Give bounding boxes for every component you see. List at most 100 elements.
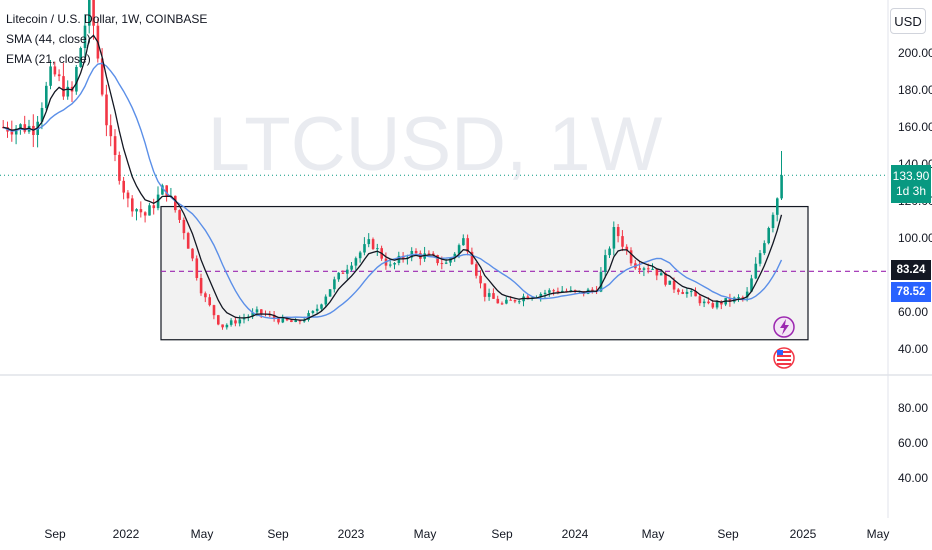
- candle-body: [126, 192, 130, 199]
- x-tick-label: 2023: [338, 527, 365, 541]
- candle-body: [492, 293, 495, 299]
- candle-body: [174, 195, 177, 211]
- candle-body: [251, 312, 254, 317]
- candle-body: [367, 239, 371, 245]
- watermark-symbol: LTCUSD, 1W: [208, 102, 663, 187]
- candle-body: [109, 125, 113, 137]
- candle-body: [629, 250, 633, 264]
- us-flag-stripe: [777, 363, 791, 365]
- candle-body: [143, 212, 147, 216]
- candle-body: [664, 273, 667, 285]
- legend-ema[interactable]: EMA (21, close): [6, 52, 91, 66]
- candle-body: [625, 246, 629, 251]
- candle-body: [414, 250, 418, 254]
- candle-body: [277, 318, 280, 323]
- candle-body: [272, 314, 276, 319]
- candle-body: [229, 320, 233, 325]
- candle-body: [186, 233, 190, 249]
- candle-body: [298, 320, 302, 322]
- candle-body: [389, 264, 392, 266]
- us-flag-stripe: [777, 351, 791, 353]
- lower-y-tick-label: 80.00: [898, 401, 928, 415]
- candle-body: [556, 291, 560, 293]
- candle-body: [436, 255, 439, 264]
- x-tick-label: May: [867, 527, 890, 541]
- candle-body: [83, 25, 87, 49]
- candle-body: [694, 291, 697, 297]
- x-tick-label: Sep: [491, 527, 513, 541]
- candle-body: [225, 324, 229, 328]
- candle-body: [741, 297, 745, 299]
- candle-body: [427, 253, 431, 255]
- candle-body: [255, 309, 259, 313]
- candle-body: [543, 292, 547, 294]
- candle-body: [346, 269, 349, 274]
- candle-body: [715, 301, 719, 308]
- x-tick-label: May: [414, 527, 437, 541]
- candle-body: [208, 297, 211, 306]
- candle-body: [750, 278, 753, 292]
- x-tick-label: 2025: [790, 527, 817, 541]
- candle-body: [315, 308, 319, 311]
- candle-body: [14, 128, 18, 135]
- candle-body: [139, 209, 143, 213]
- candle-body: [758, 253, 762, 264]
- candle-body: [518, 301, 521, 303]
- candle-body: [672, 280, 676, 290]
- candle-body: [505, 299, 508, 304]
- candle-body: [79, 48, 82, 67]
- candle-body: [604, 255, 607, 272]
- candle-body: [341, 272, 345, 274]
- candle-body: [677, 289, 680, 293]
- candle-body: [100, 58, 104, 95]
- candle-body: [290, 320, 293, 323]
- y-tick-label: 200.00: [898, 46, 932, 60]
- lower-y-tick-label: 60.00: [898, 436, 928, 450]
- candle-body: [745, 291, 749, 298]
- candle-body: [337, 272, 340, 280]
- chart-legend: Litecoin / U.S. Dollar, 1W, COINBASE SMA…: [6, 9, 207, 69]
- candle-body: [668, 280, 672, 285]
- candle-body: [40, 107, 44, 122]
- candle-body: [462, 238, 465, 246]
- candle-body: [113, 136, 117, 155]
- us-flag-stripe: [777, 359, 791, 361]
- candle-body: [754, 263, 758, 279]
- candle-body: [238, 319, 242, 324]
- candle-body: [698, 296, 702, 304]
- candle-body: [681, 292, 684, 294]
- candle-body: [548, 290, 551, 293]
- legend-sma[interactable]: SMA (44, close): [6, 32, 91, 46]
- candle-body: [552, 290, 555, 292]
- candle-body: [432, 253, 435, 256]
- candle-body: [509, 299, 512, 301]
- x-tick-label: Sep: [267, 527, 289, 541]
- candle-body: [354, 258, 358, 266]
- candle-body: [376, 248, 379, 250]
- candle-body: [776, 198, 779, 215]
- candle-body: [453, 253, 457, 259]
- x-tick-label: 2024: [562, 527, 589, 541]
- candle-body: [53, 66, 57, 75]
- candle-body: [165, 185, 168, 197]
- candle-body: [393, 262, 396, 265]
- candle-body: [311, 310, 315, 314]
- candle-body: [122, 180, 125, 193]
- candle-body: [780, 175, 783, 199]
- candle-body: [642, 268, 646, 270]
- candle-body: [591, 289, 594, 291]
- x-tick-label: Sep: [44, 527, 66, 541]
- candle-body: [526, 296, 530, 299]
- candle-body: [242, 317, 246, 320]
- range-box: [160, 205, 809, 341]
- candle-body: [647, 268, 650, 270]
- candle-body: [178, 210, 181, 220]
- candle-body: [659, 273, 663, 276]
- candle-body: [470, 251, 474, 265]
- candle-body: [49, 66, 52, 86]
- candle-body: [685, 291, 689, 294]
- candle-body: [500, 303, 504, 305]
- currency-button[interactable]: USD: [890, 8, 926, 34]
